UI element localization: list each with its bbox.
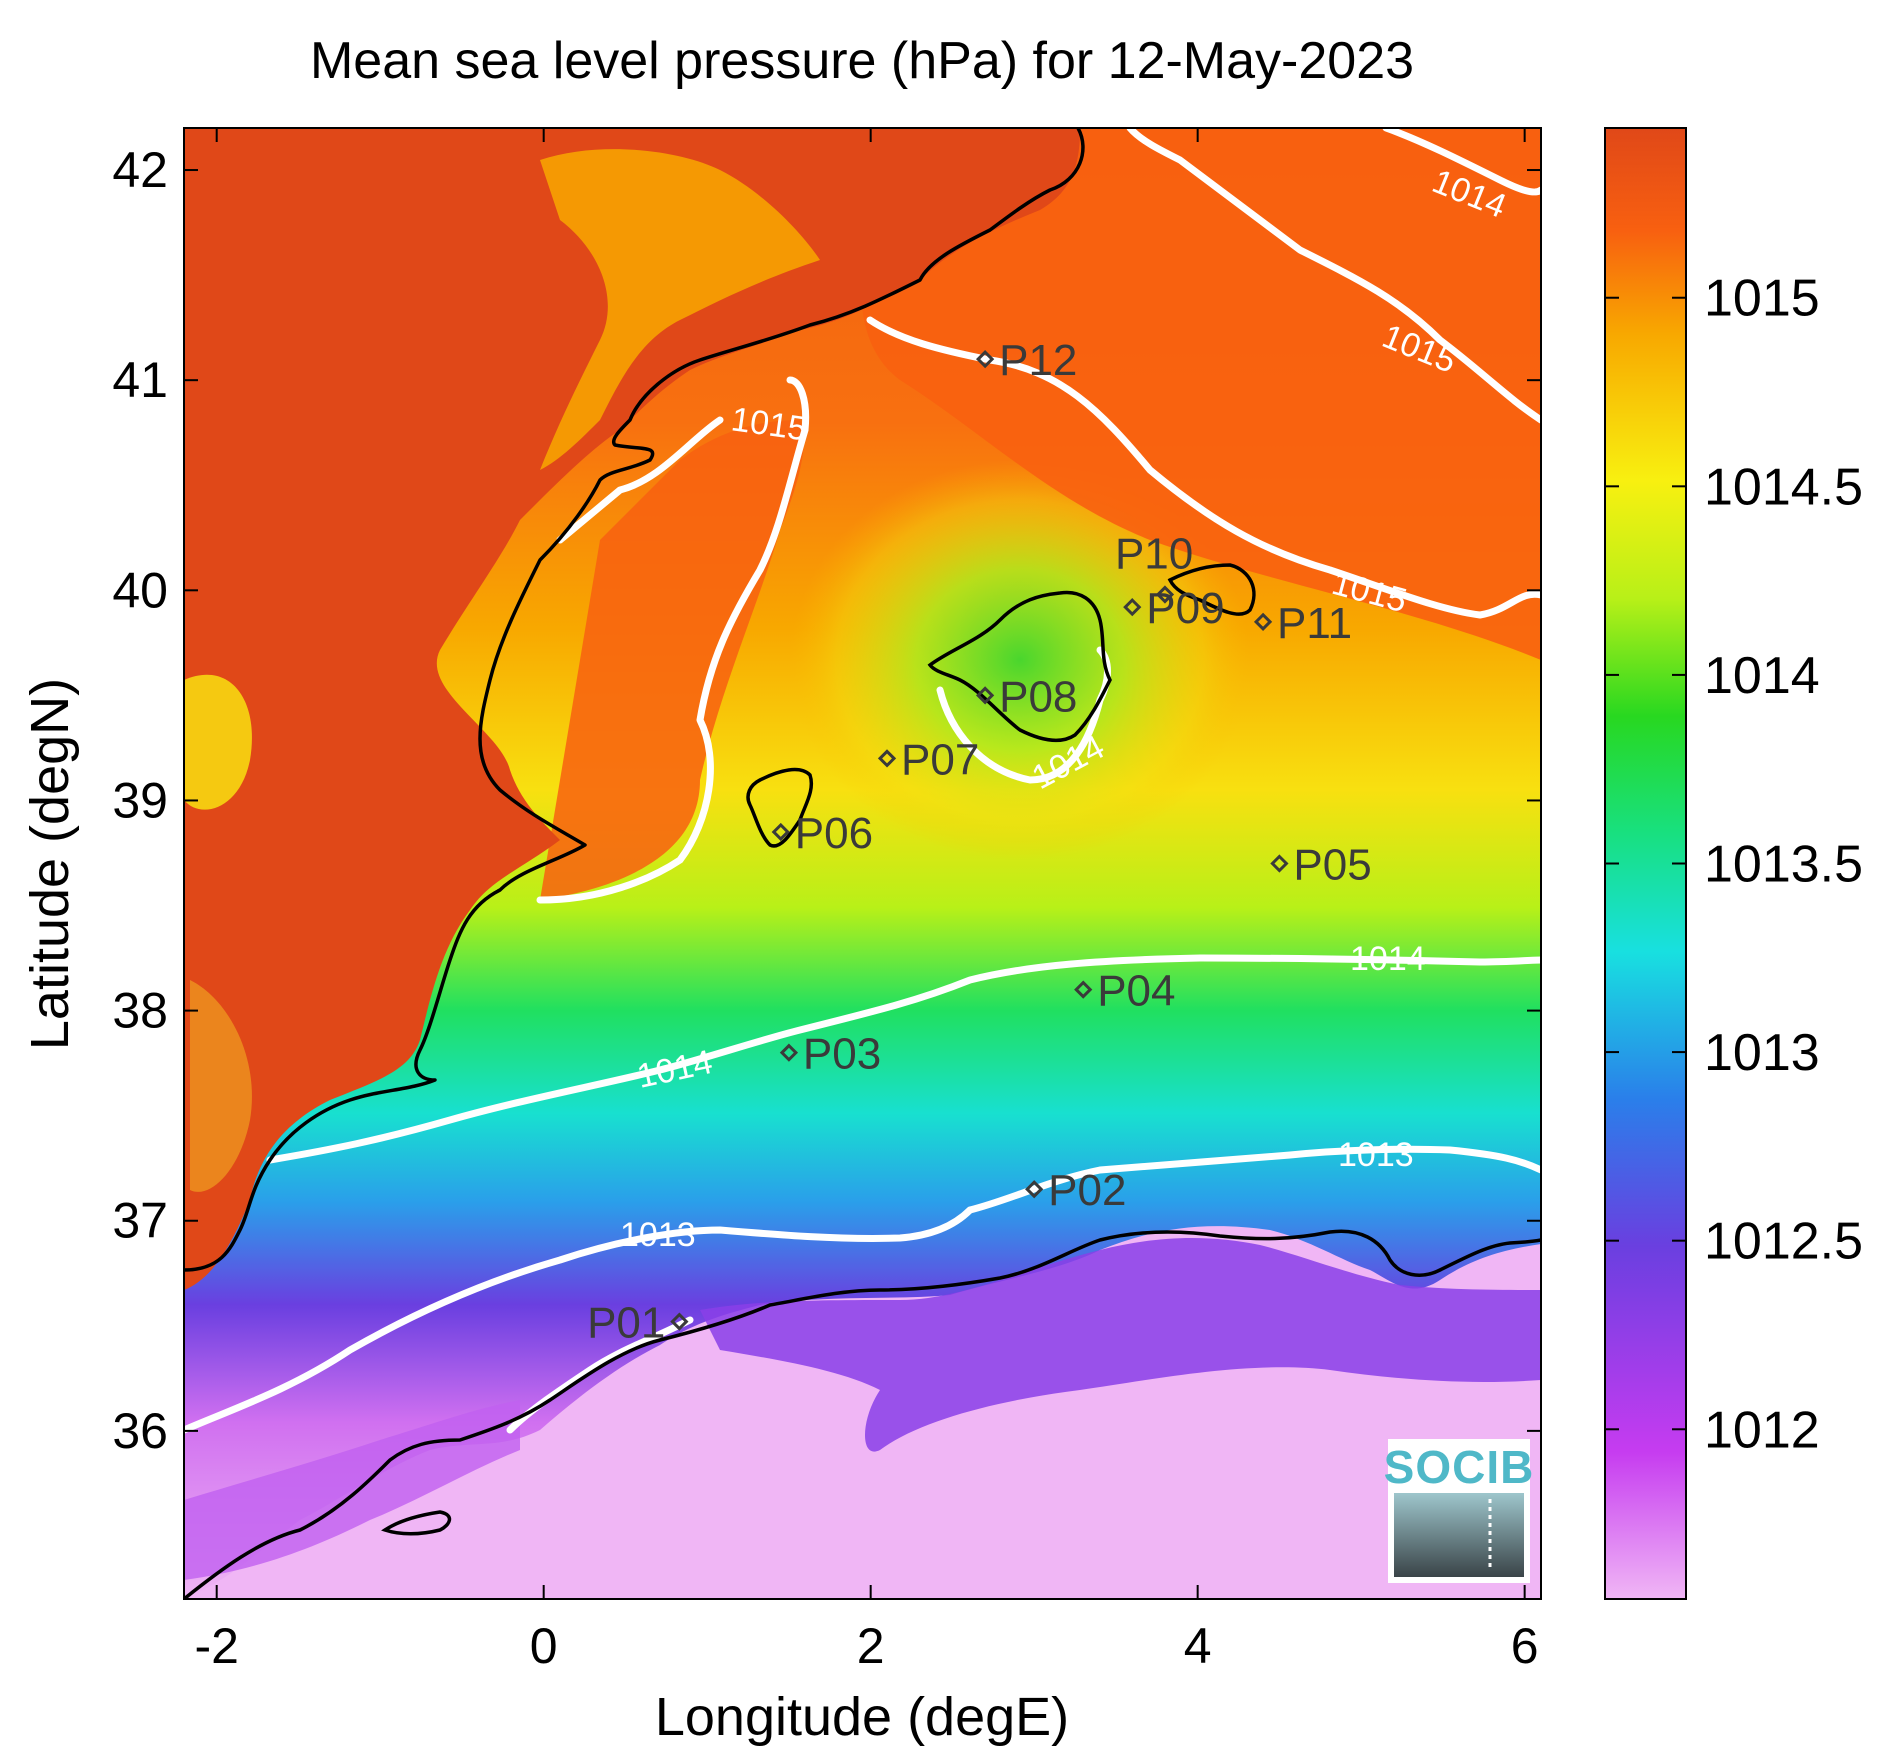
socib-logo-text: SOCIB <box>1384 1441 1535 1493</box>
x-tick-label: 2 <box>857 1618 885 1674</box>
station-label: P10 <box>1115 530 1193 579</box>
coastline-north-africa <box>184 1229 1541 1599</box>
station-label: P07 <box>901 735 979 784</box>
station-label: P01 <box>587 1299 665 1348</box>
isobar-1014-mid <box>266 954 1541 1164</box>
station-p01: P01 <box>587 1299 689 1348</box>
colorbar-tick-label: 1014 <box>1704 647 1820 705</box>
isobar-1015-west <box>536 376 810 904</box>
station-marker <box>670 1312 689 1331</box>
y-tick-label: 42 <box>112 142 168 198</box>
station-p06: P06 <box>771 809 873 858</box>
coastline-iberia <box>184 128 1085 1272</box>
contour-label: 1013 <box>620 1216 696 1254</box>
station-p08: P08 <box>975 672 1077 721</box>
y-axis-label: Latitude (degN) <box>20 678 80 1050</box>
island-alboran <box>381 1510 452 1536</box>
station-marker <box>1270 854 1289 873</box>
station-label: P08 <box>999 672 1077 721</box>
station-p05: P05 <box>1270 841 1372 890</box>
island-ibiza <box>746 767 813 848</box>
station-p02: P02 <box>1025 1166 1126 1215</box>
station-marker <box>1123 598 1142 617</box>
station-marker <box>975 686 995 705</box>
y-tick-label: 39 <box>112 772 168 828</box>
map-plot-area: 1014 1015 1015 1015 1014 1014 1014 1013 … <box>184 128 1541 1599</box>
colorbar-tick-label: 1013.5 <box>1704 836 1863 894</box>
station-marker <box>877 749 897 768</box>
socib-logo: SOCIB <box>1384 1439 1535 1583</box>
station-p11: P11 <box>1253 599 1352 648</box>
station-label: P06 <box>795 809 873 858</box>
station-marker <box>1253 612 1273 631</box>
station-marker <box>1074 980 1093 999</box>
colorbar-tick-label: 1012 <box>1704 1401 1820 1459</box>
colorbar: 1012 1012.5 1013 1013.5 1014 1014.5 1015 <box>1604 127 1863 1600</box>
y-tick-label: 37 <box>112 1193 168 1249</box>
station-label: P11 <box>1277 599 1352 648</box>
y-tick-label: 41 <box>112 352 168 408</box>
station-label: P05 <box>1293 841 1371 890</box>
isobar-1015-central <box>866 316 1541 619</box>
land-mountain-highlight <box>184 674 252 810</box>
station-markers: P01 P02 P03 P04 P05 P06 P07 P08 P09 P10 P11 P12 <box>587 336 1372 1347</box>
colorbar-ticks: 1012 1012.5 1013 1013.5 1014 1014.5 1015 <box>1605 270 1863 1459</box>
station-label: P04 <box>1097 967 1175 1016</box>
socib-logo-gradient <box>1394 1493 1524 1577</box>
map-frame <box>183 127 1542 1600</box>
station-p07: P07 <box>877 735 979 784</box>
island-mallorca <box>927 590 1112 743</box>
pressure-high-west <box>540 420 804 900</box>
y-tick-label: 38 <box>112 983 168 1039</box>
isobar-1013-east <box>966 1145 1541 1214</box>
colorbar-tick-label: 1015 <box>1704 270 1820 328</box>
chart-title: Mean sea level pressure (hPa) for 12-May… <box>310 32 1414 90</box>
station-marker <box>779 1043 799 1062</box>
x-axis-label: Longitude (degE) <box>655 1687 1069 1747</box>
isobar-1015-northeast <box>1126 128 1541 424</box>
land-mountain-highlight <box>190 980 252 1192</box>
colorbar-tick-label: 1012.5 <box>1704 1213 1863 1271</box>
y-tick-label: 36 <box>112 1403 168 1459</box>
land-iberia <box>184 128 1080 1290</box>
station-label: P02 <box>1048 1166 1126 1215</box>
station-marker <box>1025 1180 1044 1199</box>
x-tick-label: 4 <box>1184 1618 1212 1674</box>
isobar-1014-mallorca <box>936 646 1111 784</box>
station-label: P12 <box>999 336 1077 385</box>
pressure-low-blob <box>790 460 1250 860</box>
pressure-high-northeast <box>860 128 1541 660</box>
station-p12: P12 <box>975 336 1077 385</box>
station-p10: P10 <box>1115 530 1193 604</box>
land-north-africa-band <box>184 1400 520 1580</box>
station-marker <box>771 822 790 842</box>
land-north-africa-lowland <box>700 1238 1541 1452</box>
station-label: P09 <box>1146 584 1224 633</box>
station-label: P03 <box>803 1030 881 1079</box>
station-marker <box>975 350 995 369</box>
x-axis-ticks: -2 0 2 4 6 <box>194 128 1539 1674</box>
station-p04: P04 <box>1074 967 1176 1016</box>
isobar-1015-coast <box>556 416 724 544</box>
station-p03: P03 <box>779 1030 881 1079</box>
y-axis-ticks: 36 37 38 39 40 41 42 <box>112 142 1541 1459</box>
contour-label: 1013 <box>1338 1136 1414 1174</box>
island-menorca <box>1167 563 1256 616</box>
isobar-1014-north <box>1382 128 1541 196</box>
isobar-1013-south <box>184 1206 974 1434</box>
station-marker <box>1155 585 1175 604</box>
y-tick-label: 40 <box>112 562 168 618</box>
contour-label: 1014 <box>1350 940 1426 978</box>
colorbar-tick-label: 1014.5 <box>1704 458 1863 516</box>
x-tick-label: 0 <box>530 1618 558 1674</box>
colorbar-tick-label: 1013 <box>1704 1024 1820 1082</box>
land-mountain-highlight <box>540 149 820 470</box>
x-tick-label: -2 <box>194 1618 238 1674</box>
x-tick-label: 6 <box>1511 1618 1539 1674</box>
